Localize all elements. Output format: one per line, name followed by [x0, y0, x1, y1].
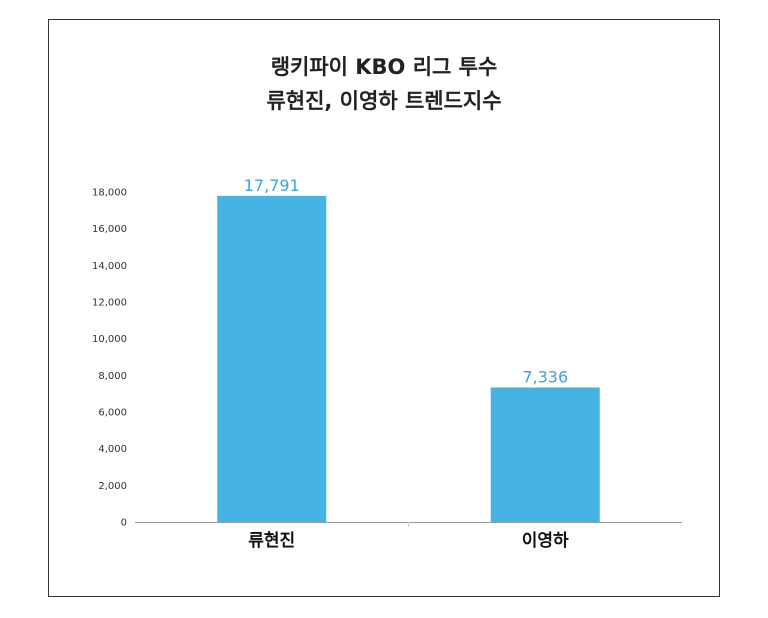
bar	[217, 195, 327, 522]
y-tick-label: 14,000	[92, 261, 127, 272]
data-label: 7,336	[522, 368, 568, 387]
data-label: 17,791	[244, 176, 300, 195]
category-label: 이영하	[522, 531, 569, 551]
y-tick-label: 12,000	[92, 298, 127, 309]
chart-title: 랭키파이 KBO 리그 투수 류현진, 이영하 트렌드지수	[49, 50, 719, 118]
y-tick-label: 4,000	[98, 444, 127, 455]
chart-frame: 랭키파이 KBO 리그 투수 류현진, 이영하 트렌드지수	[48, 19, 720, 597]
y-tick-label: 18,000	[92, 188, 127, 199]
bar	[490, 387, 600, 522]
category-label: 류현진	[248, 531, 295, 551]
y-tick-label: 16,000	[92, 224, 127, 235]
y-tick-label: 6,000	[98, 408, 127, 419]
y-tick-label: 0	[121, 518, 127, 529]
y-tick-label: 10,000	[92, 334, 127, 345]
chart-title-line-2: 류현진, 이영하 트렌드지수	[266, 89, 502, 113]
y-tick-label: 2,000	[98, 481, 127, 492]
y-tick-label: 8,000	[98, 371, 127, 382]
chart-title-line-1: 랭키파이 KBO 리그 투수	[270, 55, 498, 79]
